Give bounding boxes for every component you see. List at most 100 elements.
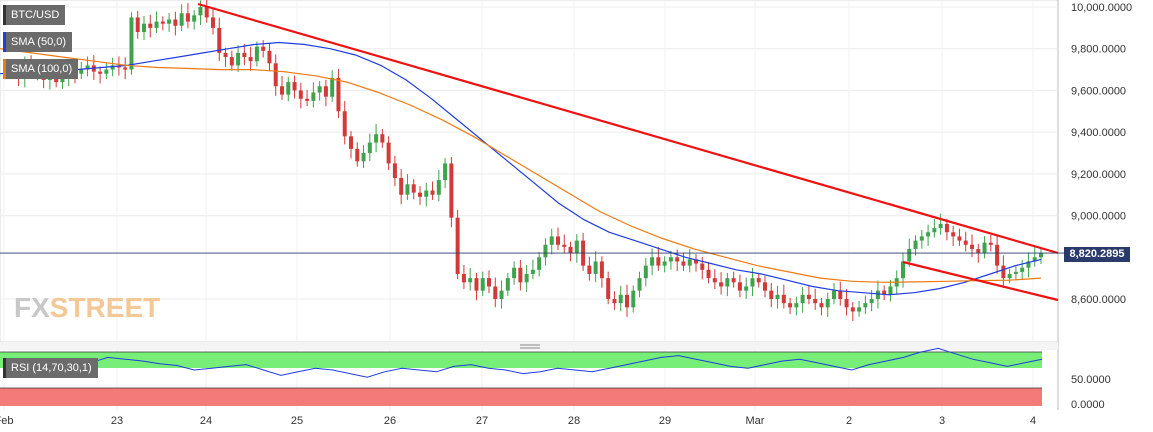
sma100-line — [0, 48, 1042, 283]
x-tick-label: 29 — [659, 415, 671, 427]
candle-body — [944, 223, 949, 233]
candle-body — [374, 134, 379, 143]
legend-symbol: BTC/USD — [3, 5, 66, 25]
candle-body — [888, 286, 893, 295]
candle-body — [292, 82, 297, 91]
candle-body — [211, 17, 215, 28]
candle-body — [932, 228, 937, 233]
candle-body — [512, 267, 517, 279]
panel-divider — [0, 342, 1058, 350]
candle-body — [882, 290, 887, 295]
candle-body — [731, 278, 736, 283]
candle-body — [173, 19, 178, 26]
candle-body — [788, 303, 793, 308]
resistance-trendline — [197, 2, 1059, 255]
y-tick-label: 9,400.0000 — [1071, 127, 1126, 139]
candle-body — [706, 269, 711, 279]
candle-body — [988, 242, 993, 245]
rsi-tick-0: 0.0000 — [1071, 399, 1105, 411]
candle-body — [98, 71, 103, 74]
candle-body — [750, 278, 755, 287]
candle-body — [549, 236, 554, 245]
candle-body — [135, 17, 140, 33]
candle-body — [505, 278, 510, 291]
rsi-overbought-zone — [0, 352, 1042, 368]
candle-body — [267, 50, 272, 64]
candle-body — [474, 278, 479, 291]
candle-body — [280, 86, 284, 95]
candle-body — [869, 299, 874, 304]
candle-body — [436, 180, 441, 195]
rsi-line — [3, 347, 1043, 378]
candle-body — [963, 240, 968, 245]
candle-body — [712, 278, 717, 283]
candle-body — [794, 303, 799, 308]
candle-body — [487, 278, 491, 287]
fxstreet-logo: FXSTREET — [14, 292, 160, 324]
candle-body — [1007, 273, 1012, 279]
candle-body — [995, 244, 1000, 266]
candle-body — [411, 184, 416, 193]
candle-body — [85, 65, 90, 70]
candle-body — [323, 86, 328, 97]
candle-body — [568, 246, 573, 254]
channel-support-line — [902, 260, 1059, 302]
candle-body — [668, 257, 673, 262]
candle-body — [901, 261, 905, 279]
candle-body — [562, 244, 567, 247]
candle-body — [675, 257, 680, 262]
candle-body — [606, 278, 611, 299]
candle-body — [160, 21, 165, 24]
y-tick-label: 9,800.0000 — [1071, 44, 1126, 56]
candle-body — [198, 7, 203, 16]
candle-body — [926, 232, 931, 237]
candle-body — [248, 57, 253, 62]
candle-body — [367, 142, 372, 153]
candle-body — [650, 257, 655, 266]
candle-body — [430, 190, 435, 195]
candle-body — [217, 27, 222, 53]
candle-body — [317, 86, 322, 93]
candle-body — [229, 57, 234, 66]
candle-body — [631, 290, 636, 308]
candle-body — [844, 299, 849, 308]
legend-sma100: SMA (100,0) — [3, 59, 79, 79]
x-tick-label: 27 — [476, 415, 488, 427]
candle-body — [556, 236, 560, 245]
candle-body — [449, 163, 454, 218]
candle-body — [185, 13, 190, 22]
candle-body — [254, 46, 259, 62]
candle-body — [236, 52, 241, 66]
candle-body — [518, 267, 523, 283]
x-tick-label: Feb — [0, 415, 13, 427]
candle-body — [392, 163, 397, 179]
x-tick-label: 4 — [1030, 415, 1036, 427]
candle-body — [336, 77, 341, 112]
candle-body — [593, 261, 598, 274]
candle-body — [982, 242, 987, 254]
candle-body — [493, 286, 498, 299]
legend-sma50: SMA (50,0) — [3, 32, 73, 52]
rsi-oversold-zone — [0, 388, 1042, 406]
candle-body — [625, 294, 629, 308]
candle-body — [386, 142, 391, 164]
candle-body — [781, 294, 786, 304]
candle-body — [123, 67, 128, 70]
candle-body — [480, 278, 485, 291]
candle-body — [643, 265, 648, 279]
candle-body — [455, 217, 460, 274]
candle-body — [499, 290, 504, 299]
candle-body — [725, 278, 730, 287]
candle-body — [1039, 253, 1043, 258]
candle-body — [662, 261, 667, 266]
candle-body — [656, 257, 661, 266]
candle-body — [223, 52, 228, 58]
x-tick-label: 2 — [846, 415, 852, 427]
candle-body — [418, 192, 422, 197]
candle-body — [687, 259, 692, 266]
candle-body — [305, 98, 310, 101]
candle-body — [79, 69, 84, 74]
y-tick-label: 9,600.0000 — [1071, 85, 1126, 97]
brand-fx: FX — [14, 292, 50, 323]
